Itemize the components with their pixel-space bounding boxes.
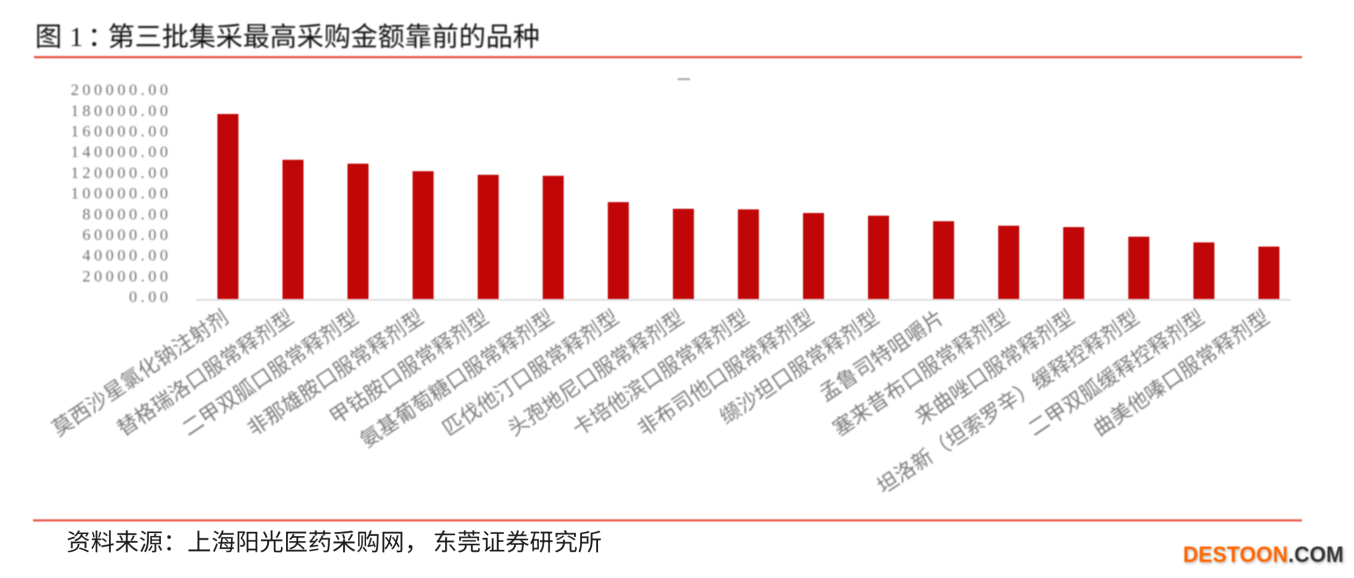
svg-text:0.00: 0.00 [129,288,172,306]
svg-text:100000.00: 100000.00 [71,185,172,203]
svg-text:40000.00: 40000.00 [82,247,171,265]
svg-text:200000.00: 200000.00 [71,81,172,99]
svg-text:160000.00: 160000.00 [71,123,172,141]
svg-text:1: 1 [70,22,84,52]
svg-text:80000.00: 80000.00 [82,205,171,223]
svg-text:20000.00: 20000.00 [82,267,171,285]
svg-text:60000.00: 60000.00 [82,226,171,244]
svg-text:180000.00: 180000.00 [71,102,172,120]
svg-text:120000.00: 120000.00 [71,164,172,182]
svg-text:140000.00: 140000.00 [71,143,172,161]
